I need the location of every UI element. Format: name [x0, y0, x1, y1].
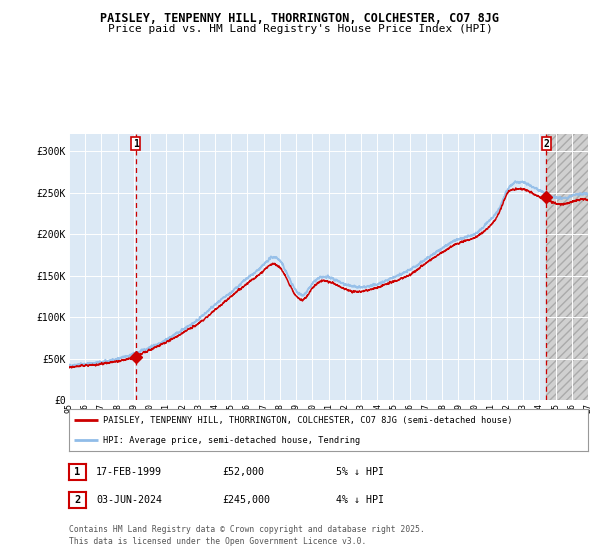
Bar — [546, 134, 588, 400]
Text: Contains HM Land Registry data © Crown copyright and database right 2025.
This d: Contains HM Land Registry data © Crown c… — [69, 525, 425, 546]
Text: PAISLEY, TENPENNY HILL, THORRINGTON, COLCHESTER, CO7 8JG: PAISLEY, TENPENNY HILL, THORRINGTON, COL… — [101, 12, 499, 25]
Text: 2: 2 — [543, 139, 549, 149]
Text: 17-FEB-1999: 17-FEB-1999 — [96, 466, 162, 477]
Text: £52,000: £52,000 — [222, 466, 264, 477]
Text: HPI: Average price, semi-detached house, Tendring: HPI: Average price, semi-detached house,… — [103, 436, 360, 445]
Text: 1: 1 — [133, 139, 139, 149]
Text: £245,000: £245,000 — [222, 494, 270, 505]
Text: 03-JUN-2024: 03-JUN-2024 — [96, 494, 162, 505]
Text: 1: 1 — [74, 467, 80, 477]
Text: 2: 2 — [74, 495, 80, 505]
Bar — [546, 134, 588, 400]
Text: PAISLEY, TENPENNY HILL, THORRINGTON, COLCHESTER, CO7 8JG (semi-detached house): PAISLEY, TENPENNY HILL, THORRINGTON, COL… — [103, 416, 512, 424]
Text: Price paid vs. HM Land Registry's House Price Index (HPI): Price paid vs. HM Land Registry's House … — [107, 24, 493, 34]
Text: 4% ↓ HPI: 4% ↓ HPI — [336, 494, 384, 505]
Text: 5% ↓ HPI: 5% ↓ HPI — [336, 466, 384, 477]
